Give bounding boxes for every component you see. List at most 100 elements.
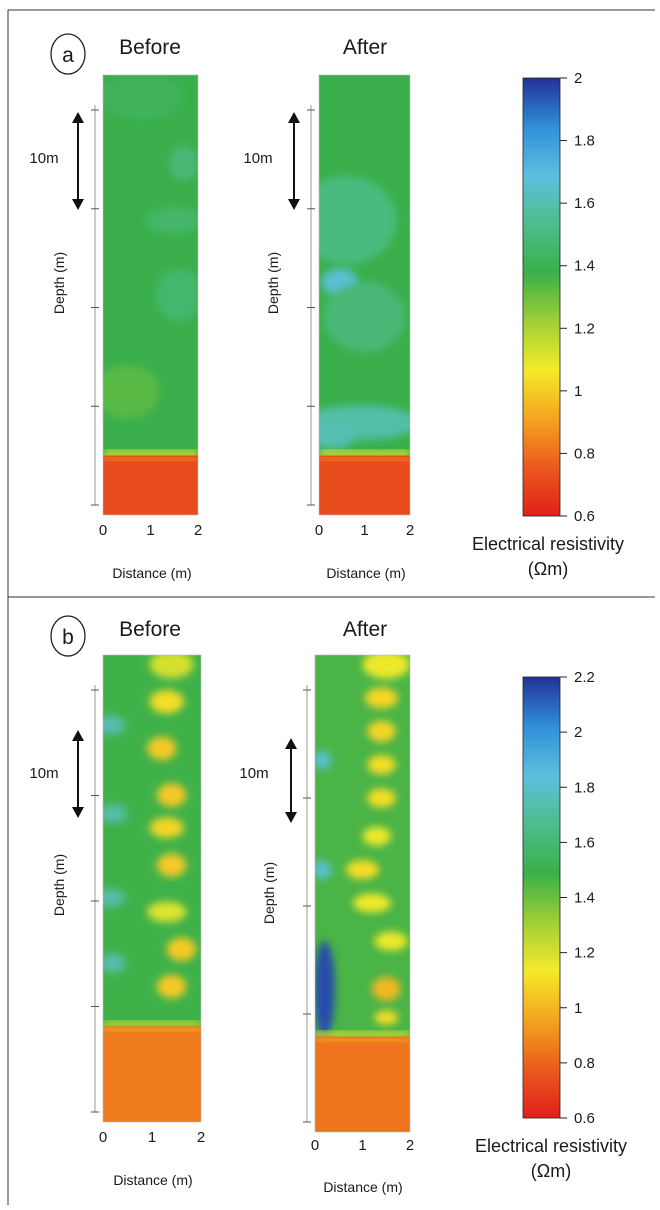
resistivity-anomaly <box>319 176 397 265</box>
depth-axis <box>307 105 315 506</box>
resistivity-anomaly <box>103 75 184 119</box>
x-axis-label: Distance (m) <box>113 1172 192 1188</box>
resistivity-anomaly <box>362 826 391 846</box>
plot-after: After 10m Depth (m) 0 1 2 Distance (m) <box>243 36 414 581</box>
colorbar-tick-label: 1.2 <box>574 945 595 962</box>
colorbar-tick-label: 0.8 <box>574 1055 595 1072</box>
resistivity-anomaly <box>166 937 197 961</box>
interface-edge <box>319 457 410 461</box>
resistivity-anomaly <box>364 687 399 709</box>
transition-band <box>103 450 198 457</box>
plot-title: Before <box>119 618 181 641</box>
resistivity-anomaly <box>367 788 396 808</box>
interface-edge <box>103 457 198 461</box>
interface-edge <box>315 1038 410 1042</box>
y-axis-label: Depth (m) <box>261 862 277 924</box>
colorbar-tick-label: 2.2 <box>574 669 595 686</box>
lower-layer <box>315 1036 410 1132</box>
x-tick-labels: 0 1 2 <box>315 522 414 539</box>
scale-arrow <box>285 738 297 823</box>
plot-after: After 10m Depth (m) 0 1 2 Distance (m) <box>239 618 414 1195</box>
colorbar: 2.2 2 1.8 1.6 1.4 1.2 1 0.8 0.6 Electrical resis… <box>475 669 627 1181</box>
x-tick-labels: 0 1 2 <box>99 522 202 539</box>
resistivity-anomaly <box>149 690 184 714</box>
x-tick-label: 1 <box>360 522 368 539</box>
resistivity-anomaly <box>372 976 401 1001</box>
x-tick-label: 0 <box>99 1129 107 1146</box>
colorbar-tick-label: 1.6 <box>574 834 595 851</box>
resistivity-anomaly <box>345 860 380 880</box>
lower-layer <box>103 455 198 515</box>
x-axis-label: Distance (m) <box>326 565 405 581</box>
resistivity-anomaly <box>103 888 126 908</box>
interface-edge <box>103 1028 201 1032</box>
depth-axis <box>91 105 99 506</box>
resistivity-anomaly <box>103 715 126 735</box>
x-tick-label: 0 <box>99 522 107 539</box>
lower-layer <box>319 455 410 515</box>
resistivity-anomaly <box>362 655 410 679</box>
plot-before: Before 10m Depth (m) 0 1 2 Distance (m) <box>29 36 202 581</box>
colorbar-unit: (Ωm) <box>528 559 568 579</box>
scale-label: 10m <box>239 765 268 782</box>
panel-letter: b <box>62 626 74 649</box>
resistivity-section <box>314 654 411 1133</box>
section-frame <box>102 654 202 1123</box>
resistivity-anomaly <box>103 365 160 419</box>
colorbar-unit: (Ωm) <box>531 1161 571 1181</box>
section-frame <box>314 654 411 1133</box>
colorbar-tick-label: 1 <box>574 1000 582 1017</box>
scale-arrow-head-bottom <box>288 199 300 210</box>
scale-arrow-head-top <box>288 112 300 123</box>
plot-title: Before <box>119 36 181 59</box>
resistivity-anomaly <box>103 953 126 973</box>
resistivity-anomaly <box>156 974 187 999</box>
scale-arrow-head-top <box>72 112 84 123</box>
background-region <box>319 75 410 460</box>
colorbar-title: Electrical resistivity <box>475 1136 627 1156</box>
scale-arrow-head-bottom <box>285 812 297 823</box>
colorbar-title: Electrical resistivity <box>472 534 624 554</box>
colorbar-tick-label: 0.8 <box>574 445 595 462</box>
x-tick-label: 2 <box>406 1137 414 1154</box>
colorbar-tick-label: 2 <box>574 70 582 87</box>
colorbar: 2 1.8 1.6 1.4 1.2 1 0.8 0.6 Electrical resistiv… <box>472 70 624 579</box>
panel-letter-circle <box>50 33 86 75</box>
scale-label: 10m <box>243 150 272 167</box>
colorbar-tick-label: 1.6 <box>574 195 595 212</box>
x-tick-label: 1 <box>148 1129 156 1146</box>
scale-arrow-head-bottom <box>72 807 84 818</box>
scale-label: 10m <box>29 150 58 167</box>
colorbar-ticks: 2.2 2 1.8 1.6 1.4 1.2 1 0.8 0.6 <box>560 669 595 1127</box>
resistivity-anomaly <box>155 268 198 322</box>
x-axis-label: Distance (m) <box>323 1179 402 1195</box>
resistivity-anomaly <box>374 1010 399 1025</box>
resistivity-section <box>102 74 199 516</box>
resistivity-anomaly <box>149 817 184 839</box>
transition-band <box>315 1031 410 1038</box>
depth-axis <box>303 685 311 1123</box>
resistivity-anomaly <box>367 720 396 742</box>
colorbar-tick-label: 1.8 <box>574 779 595 796</box>
resistivity-anomaly <box>147 901 187 923</box>
colorbar-tick-label: 1.4 <box>574 258 595 275</box>
resistivity-section <box>102 654 202 1123</box>
scale-arrow-head-bottom <box>72 199 84 210</box>
scale-arrow <box>72 112 84 210</box>
colorbar-ticks: 2 1.8 1.6 1.4 1.2 1 0.8 0.6 <box>560 70 595 525</box>
transition-band <box>103 1021 201 1028</box>
x-tick-label: 2 <box>406 522 414 539</box>
resistivity-anomaly <box>353 893 391 913</box>
plot-before: Before 10m Depth (m) 0 1 2 Distance (m) <box>29 618 205 1188</box>
panel-letter: a <box>62 44 74 67</box>
colorbar-tick-label: 1.4 <box>574 890 595 907</box>
section-frame <box>102 74 199 516</box>
plot-title: After <box>343 618 387 641</box>
x-tick-label: 1 <box>358 1137 366 1154</box>
plot-title: After <box>343 36 387 59</box>
y-axis-label: Depth (m) <box>265 252 281 314</box>
resistivity-anomaly <box>156 783 187 807</box>
x-tick-label: 0 <box>311 1137 319 1154</box>
